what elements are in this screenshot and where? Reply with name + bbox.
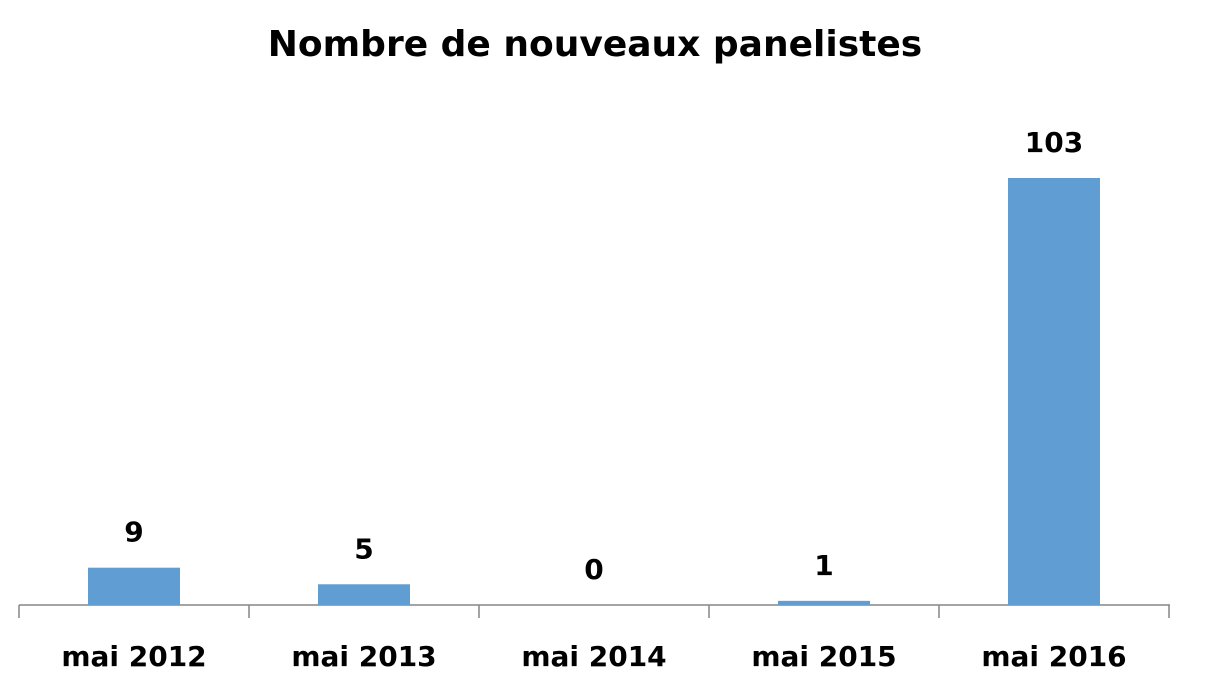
x-tick-label: mai 2014 bbox=[521, 640, 666, 673]
x-tick-label: mai 2016 bbox=[981, 640, 1126, 673]
chart-title: Nombre de nouveaux panelistes bbox=[268, 24, 922, 65]
value-label: 1 bbox=[814, 549, 833, 582]
bar bbox=[88, 567, 180, 605]
value-label: 0 bbox=[584, 553, 603, 586]
bar bbox=[778, 600, 870, 605]
x-tick-label: mai 2013 bbox=[291, 640, 436, 673]
bar bbox=[318, 584, 410, 605]
x-tick-label: mai 2015 bbox=[751, 640, 896, 673]
value-label: 9 bbox=[124, 516, 143, 549]
value-label: 103 bbox=[1025, 126, 1083, 159]
x-tick-label: mai 2012 bbox=[61, 640, 206, 673]
value-label: 5 bbox=[354, 532, 373, 565]
bar bbox=[1008, 178, 1100, 605]
